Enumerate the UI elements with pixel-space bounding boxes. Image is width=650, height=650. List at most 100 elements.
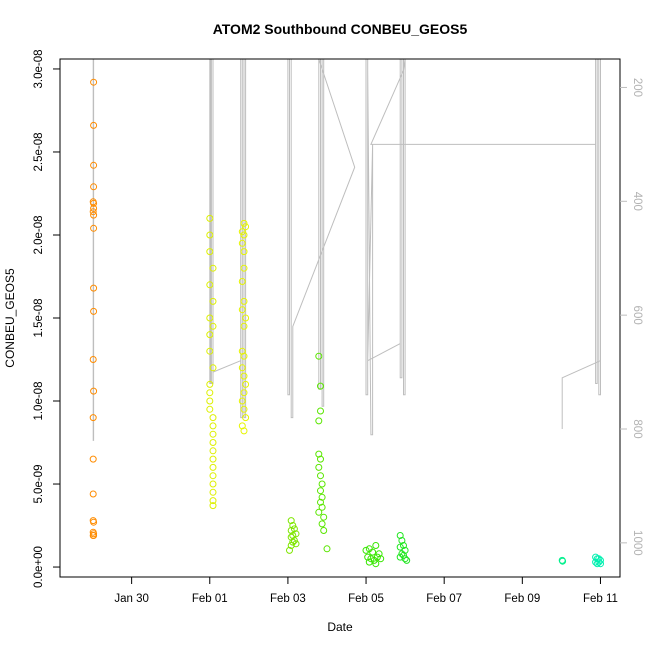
- data-point: [242, 414, 250, 422]
- y-tick-label: 2.5e-08: [33, 132, 45, 171]
- data-point: [318, 503, 326, 511]
- data-point: [290, 537, 298, 544]
- data-point: [209, 422, 217, 430]
- data-point: [90, 204, 98, 212]
- data-point: [238, 239, 246, 247]
- y-tick-label: 0.0e+00: [33, 546, 45, 588]
- right-axis-tick-label: 800: [631, 419, 643, 438]
- data-point: [593, 560, 601, 568]
- data-point: [396, 532, 404, 539]
- data-point: [89, 455, 97, 463]
- data-point: [90, 284, 98, 292]
- data-point: [287, 542, 295, 549]
- data-point: [206, 405, 214, 413]
- data-point: [242, 223, 250, 231]
- data-point: [206, 248, 214, 256]
- data-point: [317, 407, 324, 415]
- data-point: [317, 487, 324, 495]
- data-point: [206, 231, 214, 239]
- data-point: [369, 548, 377, 556]
- data-point: [240, 389, 248, 397]
- right-axis-tick-label: 200: [631, 78, 643, 97]
- data-point: [403, 556, 411, 564]
- data-point: [372, 542, 380, 549]
- data-point: [317, 472, 324, 480]
- data-point: [240, 372, 248, 380]
- data-point: [209, 297, 217, 305]
- data-point: [242, 380, 250, 388]
- data-point: [90, 121, 98, 129]
- x-tick-label: Jan 30: [114, 593, 149, 605]
- data-point: [377, 555, 385, 563]
- data-point: [396, 543, 404, 551]
- data-point: [372, 560, 380, 568]
- data-point: [90, 307, 98, 315]
- data-point: [238, 278, 246, 285]
- data-point: [315, 508, 323, 516]
- data-point: [90, 199, 98, 207]
- data-point: [318, 480, 326, 488]
- data-point: [240, 219, 248, 227]
- data-point: [289, 522, 297, 529]
- data-point: [240, 248, 248, 256]
- data-point: [209, 264, 217, 272]
- data-point: [592, 558, 600, 566]
- data-point: [597, 560, 604, 568]
- data-point: [90, 183, 98, 191]
- data-point: [242, 314, 250, 322]
- y-tick-label: 2.0e-08: [33, 215, 45, 254]
- data-point: [238, 422, 246, 430]
- x-tick-label: Feb 07: [426, 593, 462, 605]
- data-point: [396, 553, 404, 561]
- data-point: [209, 463, 217, 471]
- data-point: [595, 558, 603, 566]
- data-point: [206, 281, 214, 289]
- data-point: [209, 364, 217, 372]
- data-point: [287, 517, 295, 525]
- pressure-trace-line: [92, 58, 601, 441]
- data-point: [318, 493, 326, 501]
- data-point: [209, 480, 217, 488]
- data-point: [90, 78, 98, 86]
- right-axis-tick-label: 600: [631, 306, 643, 325]
- x-tick-label: Feb 11: [583, 593, 618, 605]
- x-axis-label: Date: [327, 620, 353, 634]
- data-point: [90, 211, 98, 219]
- data-point: [240, 264, 248, 272]
- data-point: [209, 439, 217, 446]
- data-point: [206, 314, 214, 322]
- data-point: [209, 414, 217, 422]
- data-point: [90, 224, 98, 232]
- data-point: [240, 297, 248, 305]
- y-tick-label: 3.0e-08: [33, 49, 45, 88]
- data-point: [89, 414, 97, 422]
- data-point: [206, 380, 214, 388]
- data-point: [320, 527, 328, 534]
- data-point: [90, 532, 98, 539]
- data-point: [90, 518, 98, 526]
- data-point: [398, 537, 406, 544]
- data-point: [206, 331, 214, 339]
- data-point: [206, 389, 214, 397]
- chart-title: ATOM2 Southbound CONBEU_GEOS5: [213, 21, 468, 37]
- data-point: [89, 490, 97, 498]
- data-point: [238, 397, 246, 405]
- x-tick-label: Feb 03: [270, 593, 306, 605]
- data-point: [317, 498, 324, 506]
- x-axis: Jan 30 Feb 01 Feb 03 Feb 05 Feb 07 Feb 09 Feb …: [114, 577, 618, 605]
- x-tick-label: Feb 09: [504, 593, 540, 605]
- data-point: [292, 540, 300, 548]
- data-point: [315, 450, 323, 458]
- data-point: [209, 472, 217, 480]
- data-point: [240, 427, 248, 435]
- data-point: [365, 558, 373, 566]
- right-axis-tick-label: 1000: [631, 530, 643, 556]
- data-point: [289, 532, 297, 539]
- right-axis-tick-label: 400: [631, 192, 643, 211]
- data-point: [318, 520, 326, 528]
- data-point: [398, 550, 406, 558]
- data-point: [401, 555, 409, 563]
- data-point: [400, 551, 407, 559]
- data-point: [400, 542, 407, 549]
- data-point: [373, 553, 381, 561]
